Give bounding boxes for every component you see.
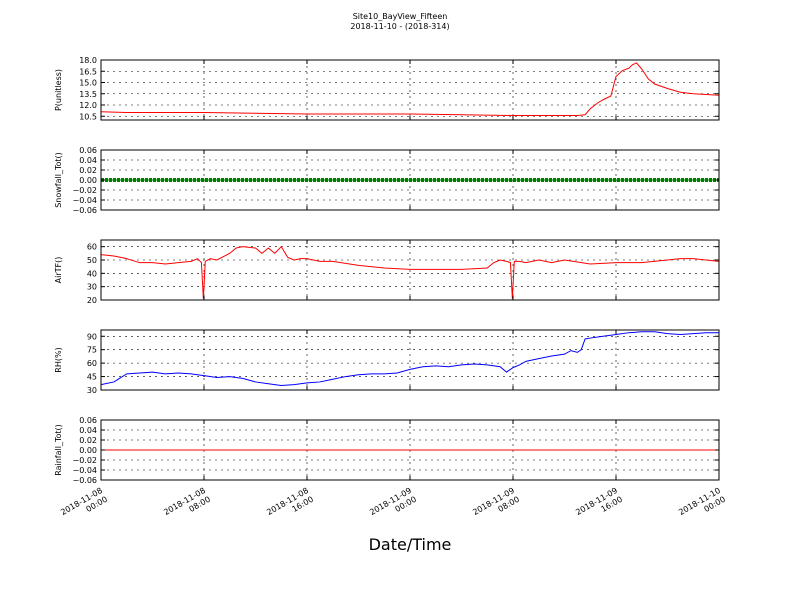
y-tick-label: 16.5 <box>79 67 97 76</box>
x-tick-label: 2018-11-0808:00 <box>162 486 212 526</box>
y-axis-label: P(unitless) <box>54 69 63 111</box>
subplot-2: −0.06−0.04−0.020.000.020.040.06 Snowfall_… <box>54 146 720 215</box>
x-axis-label: Date/Time <box>369 535 452 554</box>
y-tick-label: −0.02 <box>72 456 97 465</box>
y-tick-label: 0.00 <box>79 176 97 185</box>
y-axis-label: Snowfall_Tot() <box>54 152 63 208</box>
series-line <box>100 245 720 299</box>
y-tick-label: 0.02 <box>79 436 97 445</box>
y-tick-label: 18.0 <box>79 56 97 65</box>
x-tick-label: 2018-11-0916:00 <box>574 486 624 526</box>
y-tick-label: −0.06 <box>72 206 97 215</box>
figure-title-line2: 2018-11-10 - (2018-314) <box>350 22 449 31</box>
panels: 10.5 12.0 13.5 15.0 16.5 18.0 P(unitless) −0.06… <box>54 56 720 485</box>
y-axis-label: Rainfall_Tot() <box>54 424 63 476</box>
series-line <box>100 331 719 387</box>
y-tick-label: 75 <box>87 346 97 355</box>
y-tick-label: 0.06 <box>79 146 97 155</box>
y-tick-label: 40 <box>87 269 97 278</box>
y-tick-label: 0.06 <box>79 416 97 425</box>
x-tick-label: 2018-11-0800:00 <box>59 486 109 526</box>
y-tick-label: 0.02 <box>79 166 97 175</box>
y-tick-label: 15.0 <box>79 79 97 88</box>
y-tick-label: 12.0 <box>79 101 97 110</box>
y-tick-label: 30 <box>87 386 97 395</box>
x-tick-label: 2018-11-1000:00 <box>677 486 727 526</box>
x-tick-label: 2018-11-0900:00 <box>368 486 418 526</box>
subplot-5: −0.06−0.04−0.020.000.020.040.06 Rainfall_… <box>54 416 720 485</box>
subplot-1: 10.5 12.0 13.5 15.0 16.5 18.0 P(unitless) <box>54 56 720 121</box>
y-tick-label: 0.04 <box>79 426 97 435</box>
y-axis-label: RH(%) <box>54 347 63 372</box>
subplot-4: 30 45 60 75 90 RH(%) <box>54 329 720 395</box>
x-tick-label: 2018-11-0908:00 <box>471 486 521 526</box>
y-tick-label: 20 <box>87 296 97 305</box>
y-tick-label: 90 <box>87 332 97 341</box>
subplot-3: 20 30 40 50 60 AirTF() <box>54 239 720 305</box>
y-tick-label: 50 <box>87 256 97 265</box>
x-tick-labels: 2018-11-0800:00 2018-11-0808:00 2018-11-08… <box>59 486 727 526</box>
y-tick-label: 60 <box>87 243 97 252</box>
y-tick-label: 30 <box>87 283 97 292</box>
y-tick-label: 45 <box>87 373 97 382</box>
y-tick-label: 0.00 <box>79 446 97 455</box>
y-tick-label: 0.04 <box>79 156 97 165</box>
y-tick-label: −0.04 <box>72 466 97 475</box>
x-tick-label: 2018-11-0816:00 <box>265 486 315 526</box>
y-tick-label: −0.04 <box>72 196 97 205</box>
y-axis-label: AirTF() <box>54 257 63 284</box>
y-tick-label: 60 <box>87 359 97 368</box>
y-tick-label: −0.06 <box>72 476 97 485</box>
y-tick-label: 13.5 <box>79 90 97 99</box>
series-line <box>100 62 720 116</box>
y-tick-label: −0.02 <box>72 186 97 195</box>
y-tick-label: 10.5 <box>79 112 97 121</box>
figure-title-line1: Site10_BayView_Fifteen <box>353 12 448 21</box>
